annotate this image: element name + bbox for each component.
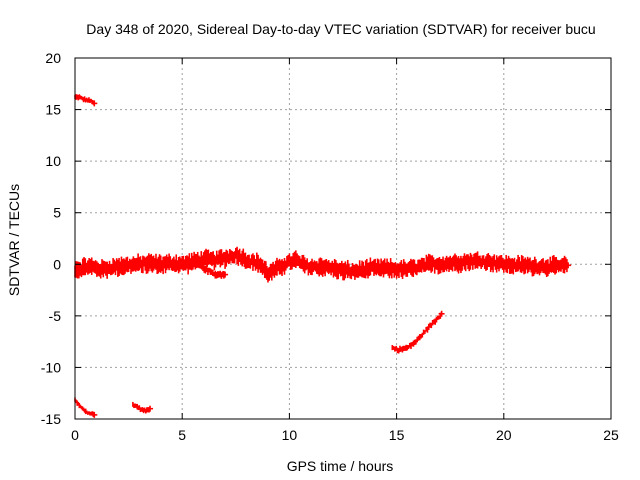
- x-tick-label: 0: [71, 427, 79, 443]
- data-layer: [74, 94, 572, 418]
- x-tick-label: 5: [178, 427, 186, 443]
- y-tick-label: 0: [53, 256, 61, 272]
- series-lower-arc-1: [74, 397, 98, 418]
- y-tick-label: -5: [49, 308, 62, 324]
- grid-lines: [75, 58, 611, 419]
- series-upper-arc: [74, 94, 98, 107]
- series-lower-arc-2: [132, 401, 154, 414]
- axis-ticks: 0 5 10 15 20 25 -15 -10 -5 0 5 10 15 20: [41, 50, 619, 443]
- x-tick-label: 10: [282, 427, 298, 443]
- x-tick-label: 25: [603, 427, 619, 443]
- x-tick-label: 15: [389, 427, 405, 443]
- x-axis-label: GPS time / hours: [287, 458, 394, 474]
- y-axis-label: SDTVAR / TECUs: [6, 184, 22, 296]
- chart-title: Day 348 of 2020, Sidereal Day-to-day VTE…: [86, 21, 595, 37]
- series-rising-arc: [391, 310, 445, 354]
- y-tick-label: -10: [41, 359, 61, 375]
- y-tick-label: 5: [53, 205, 61, 221]
- series-main-band: [74, 246, 572, 283]
- y-tick-label: 20: [45, 50, 61, 66]
- y-tick-label: 15: [45, 102, 61, 118]
- x-tick-label: 20: [496, 427, 512, 443]
- y-tick-label: 10: [45, 153, 61, 169]
- y-tick-label: -15: [41, 411, 61, 427]
- plot-frame: [74, 57, 612, 420]
- series-dip-branch: [198, 261, 229, 279]
